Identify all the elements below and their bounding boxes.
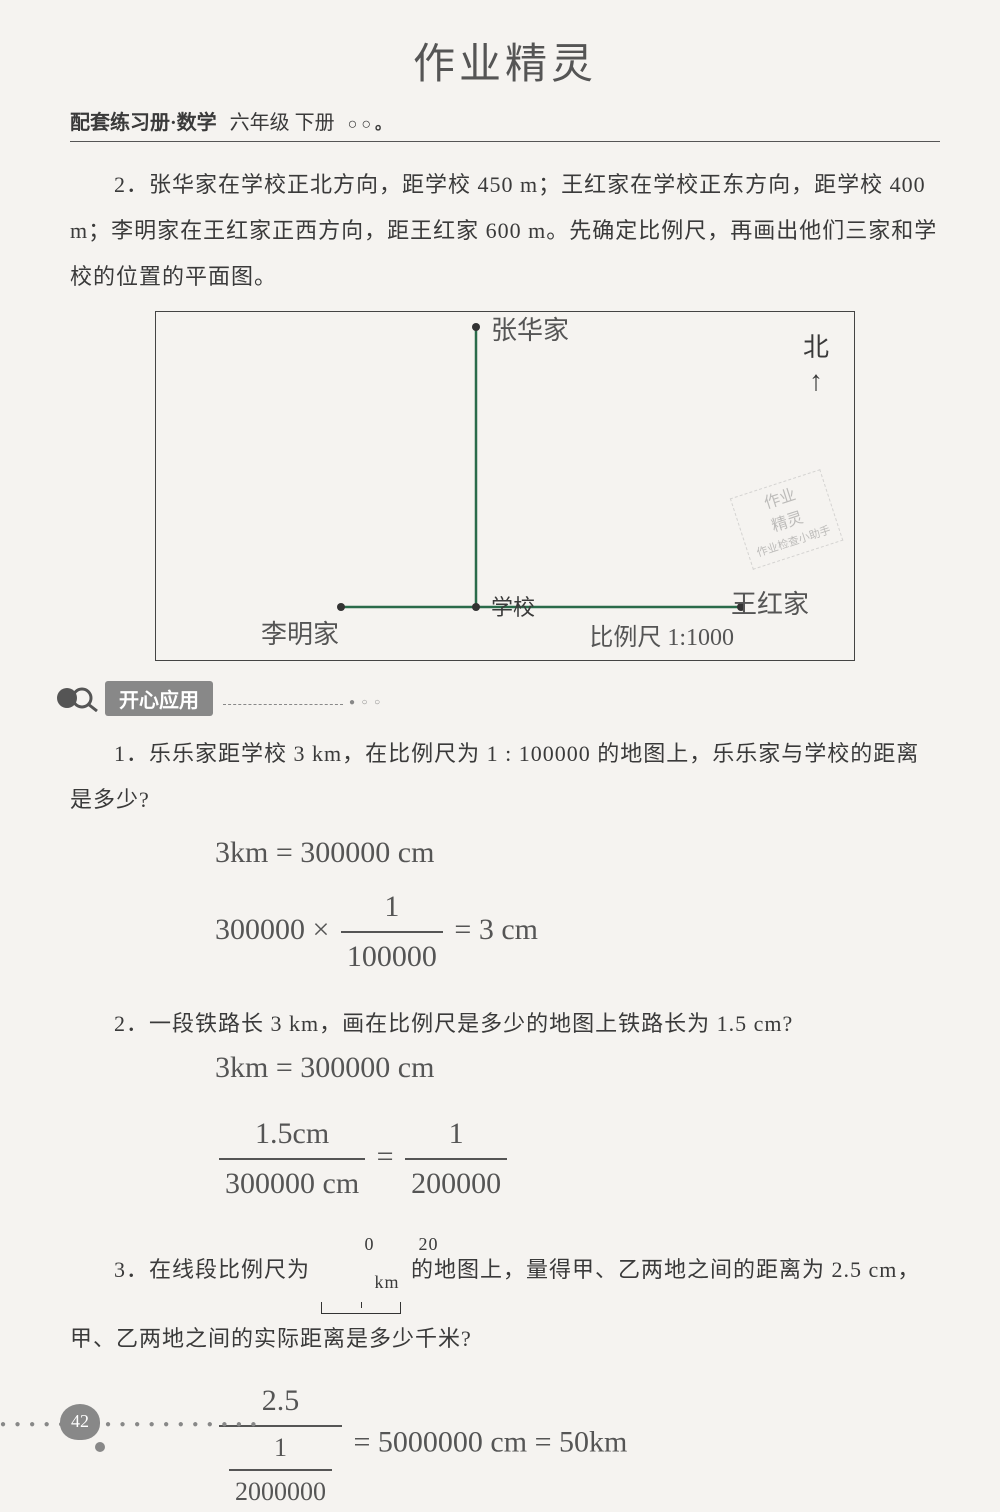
question-1-text: 1．乐乐家距学校 3 km，在比例尺为 1 : 100000 的地图上，乐乐家与… bbox=[70, 731, 940, 823]
q2-f1-den: 300000 cm bbox=[219, 1160, 365, 1208]
q2-eq: = bbox=[377, 1140, 394, 1173]
header-line: 配套练习册·数学 六年级 下册 ○ ○ 。 bbox=[70, 106, 940, 142]
q2-answer-line-1: 3km = 300000 cm bbox=[215, 1044, 940, 1092]
problem-2-number: 2． bbox=[114, 172, 149, 197]
q2-answer-line-2: 1.5cm 300000 cm = 1 200000 bbox=[215, 1110, 940, 1208]
q1-frac-num: 1 bbox=[341, 883, 443, 933]
header-circles: ○ ○ 。 bbox=[348, 116, 391, 133]
q3-inner-fraction: 1 2000000 bbox=[229, 1427, 332, 1512]
q1-fraction: 1 100000 bbox=[341, 883, 443, 981]
banner-circles-icon: ● ○ ○ bbox=[349, 697, 382, 708]
q1-l2-left: 300000 × bbox=[215, 913, 329, 946]
north-arrow-icon: ↑ bbox=[803, 366, 829, 398]
q3-inner-den: 2000000 bbox=[229, 1471, 332, 1512]
q2-f2-num: 1 bbox=[405, 1110, 507, 1160]
question-3: 3．在线段比例尺为 0 20 km 的地图上，量得甲、乙两地之间的距离为 2.5… bbox=[70, 1228, 940, 1512]
q3-inner-num: 1 bbox=[229, 1427, 332, 1471]
diagram-box: 张华家 学校 李明家 王红家 比例尺 1:1000 北 ↑ 作业 精灵 作业检查… bbox=[155, 311, 855, 661]
question-3-text: 3．在线段比例尺为 0 20 km 的地图上，量得甲、乙两地之间的距离为 2.5… bbox=[70, 1228, 940, 1362]
q2-f1-num: 1.5cm bbox=[219, 1110, 365, 1160]
page-small-dot-icon bbox=[95, 1442, 105, 1452]
north-label: 北 bbox=[803, 333, 829, 362]
q3-answer-line: 2.5 1 2000000 = 5000000 cm = 50km bbox=[215, 1377, 940, 1512]
point-zhanghua bbox=[472, 323, 480, 331]
q1-frac-den: 100000 bbox=[341, 933, 443, 981]
banner-dashline bbox=[223, 704, 343, 705]
section-banner-label: 开心应用 bbox=[105, 681, 213, 716]
q1-answer-line-2: 300000 × 1 100000 = 3 cm bbox=[215, 883, 940, 981]
scale-ruler-icon: 0 20 km bbox=[321, 1226, 401, 1314]
diagram-container: 张华家 学校 李明家 王红家 比例尺 1:1000 北 ↑ 作业 精灵 作业检查… bbox=[155, 311, 855, 661]
question-2-text: 2．一段铁路长 3 km，画在比例尺是多少的地图上铁路长为 1.5 cm? bbox=[70, 1001, 940, 1047]
q2-fraction-2: 1 200000 bbox=[405, 1110, 507, 1208]
label-liming: 李明家 bbox=[261, 614, 339, 651]
label-wanghong: 王红家 bbox=[731, 584, 809, 621]
q1-l2-right: = 3 cm bbox=[454, 913, 538, 946]
q3-outer-fraction: 2.5 1 2000000 bbox=[219, 1377, 342, 1512]
question-1-answer: 3km = 300000 cm 300000 × 1 100000 = 3 cm bbox=[215, 829, 940, 981]
section-banner: 开心应用 ● ○ ○ bbox=[55, 681, 940, 716]
q2-f2-den: 200000 bbox=[405, 1160, 507, 1208]
label-school: 学校 bbox=[491, 590, 535, 622]
ruler-20: 20 km bbox=[375, 1226, 439, 1302]
compass: 北 ↑ bbox=[803, 327, 829, 398]
question-2-answer: 3km = 300000 cm 1.5cm 300000 cm = 1 2000… bbox=[215, 1044, 940, 1208]
grade-label: 六年级 下册 bbox=[230, 112, 335, 134]
question-3-answer: 2.5 1 2000000 = 5000000 cm = 50km bbox=[215, 1377, 940, 1512]
problem-2-body: 张华家在学校正北方向，距学校 450 m；王红家在学校正东方向，距学校 400 … bbox=[70, 172, 937, 289]
page-title: 作业精灵 bbox=[70, 30, 940, 91]
q1-answer-line-1: 3km = 300000 cm bbox=[215, 829, 940, 877]
magnifier-icon bbox=[55, 684, 100, 712]
page-dots-right: ● ● ● ● ● ● ● ● ● ● ● bbox=[105, 1419, 259, 1430]
question-2: 2．一段铁路长 3 km，画在比例尺是多少的地图上铁路长为 1.5 cm? 3k… bbox=[70, 1001, 940, 1208]
workbook-name: 配套练习册·数学 bbox=[70, 112, 217, 134]
q3-pre: 3．在线段比例尺为 bbox=[114, 1257, 310, 1282]
ruler-0: 0 bbox=[321, 1226, 375, 1302]
point-liming bbox=[337, 603, 345, 611]
label-scale: 比例尺 1:1000 bbox=[589, 617, 734, 652]
q3-outer-den: 1 2000000 bbox=[219, 1427, 342, 1512]
point-school bbox=[472, 603, 480, 611]
page-number-badge: 42 bbox=[60, 1404, 100, 1440]
label-zhanghua: 张华家 bbox=[491, 310, 569, 347]
problem-2-text: 2．张华家在学校正北方向，距学校 450 m；王红家在学校正东方向，距学校 40… bbox=[70, 162, 940, 301]
q3-right: = 5000000 cm = 50km bbox=[354, 1425, 628, 1458]
question-1: 1．乐乐家距学校 3 km，在比例尺为 1 : 100000 的地图上，乐乐家与… bbox=[70, 731, 940, 981]
q2-fraction-1: 1.5cm 300000 cm bbox=[219, 1110, 365, 1208]
